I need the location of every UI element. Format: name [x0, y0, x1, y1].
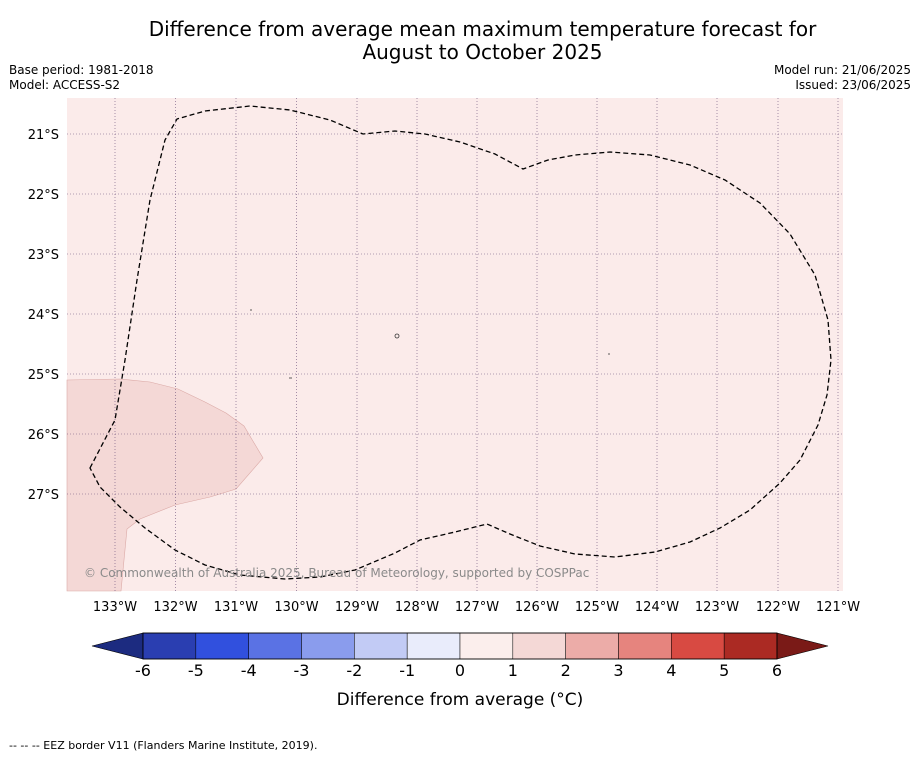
eez-border	[89, 105, 832, 580]
model-name: Model: ACCESS-S2	[9, 78, 121, 92]
meta-left: Base period: 1981-2018 Model: ACCESS-S2	[9, 63, 154, 93]
gridlines	[67, 98, 843, 591]
colorbar-segment	[195, 632, 249, 660]
model-run: Model run: 21/06/2025	[773, 63, 911, 77]
lon-label: 122°W	[756, 600, 800, 615]
colorbar-label: Difference from average (°C)	[337, 690, 584, 710]
colorbar-tick-label: -6	[135, 661, 151, 680]
lat-label: 27°S	[28, 488, 59, 503]
colorbar-segment	[618, 632, 672, 660]
lat-label: 21°S	[28, 128, 59, 143]
meta-right: Model run: 21/06/2025 Issued: 23/06/2025	[774, 63, 911, 93]
colorbar-tick-label: -5	[188, 661, 204, 680]
colorbar-tick-label: -2	[346, 661, 362, 680]
colorbar: -6 -5 -4 -3 -2 -1 0 1 2 3 4 5 6	[91, 632, 829, 680]
colorbar-tick-label: -3	[294, 661, 310, 680]
colorbar-segment	[301, 632, 355, 660]
base-period: Base period: 1981-2018	[9, 63, 154, 77]
colorbar-tick-label: 2	[561, 661, 571, 680]
colorbar-segment	[354, 632, 408, 660]
colorbar-tick-label: 4	[666, 661, 676, 680]
lon-labels: 133°W 132°W 131°W 130°W 129°W 128°W 127°…	[93, 600, 860, 615]
title-line-1: Difference from average mean maximum tem…	[148, 17, 817, 41]
lon-label: 128°W	[395, 600, 439, 615]
map-panel	[67, 98, 843, 591]
islands	[250, 309, 610, 379]
lat-label: 25°S	[28, 368, 59, 383]
colorbar-frame	[142, 632, 778, 660]
lon-label: 133°W	[93, 600, 137, 615]
lon-label: 123°W	[695, 600, 739, 615]
title-line-2: August to October 2025	[362, 40, 603, 64]
lat-label: 23°S	[28, 248, 59, 263]
colorbar-tick-label: 5	[719, 661, 729, 680]
lon-label: 124°W	[635, 600, 679, 615]
lon-label: 125°W	[575, 600, 619, 615]
colorbar-segment	[512, 632, 566, 660]
lat-label: 24°S	[28, 308, 59, 323]
colorbar-tick-label: -1	[399, 661, 415, 680]
lon-label: 131°W	[214, 600, 258, 615]
colorbar-segment	[565, 632, 619, 660]
map-title: Difference from average mean maximum tem…	[0, 18, 919, 64]
colorbar-tick-label: 1	[508, 661, 518, 680]
colorbar-segment	[723, 632, 778, 660]
colorbar-segment	[248, 632, 302, 660]
lon-label: 129°W	[335, 600, 379, 615]
colorbar-segment	[406, 632, 461, 660]
lon-label: 130°W	[274, 600, 318, 615]
lon-label: 132°W	[153, 600, 197, 615]
lat-label: 22°S	[28, 188, 59, 203]
lat-labels: 21°S 22°S 23°S 24°S 25°S 26°S 27°S	[28, 128, 59, 503]
colorbar-high-extend	[776, 632, 829, 660]
warm-anomaly-region	[66, 378, 264, 592]
colorbar-segment	[142, 632, 197, 660]
lon-label: 126°W	[515, 600, 559, 615]
lon-label: 127°W	[455, 600, 499, 615]
copyright-text: © Commonwealth of Australia 2025, Bureau…	[84, 566, 589, 580]
lat-label: 26°S	[28, 428, 59, 443]
colorbar-tick-label: 6	[772, 661, 782, 680]
colorbar-segment	[671, 632, 725, 660]
colorbar-segment	[459, 632, 514, 660]
colorbar-tick-label: 3	[613, 661, 623, 680]
lon-label: 121°W	[816, 600, 860, 615]
eez-legend: -- -- -- EEZ border V11 (Flanders Marine…	[9, 739, 318, 752]
colorbar-tick-label: 0	[455, 661, 465, 680]
colorbar-tick-label: -4	[241, 661, 257, 680]
issued-date: Issued: 23/06/2025	[795, 78, 911, 92]
colorbar-low-extend	[91, 632, 144, 660]
